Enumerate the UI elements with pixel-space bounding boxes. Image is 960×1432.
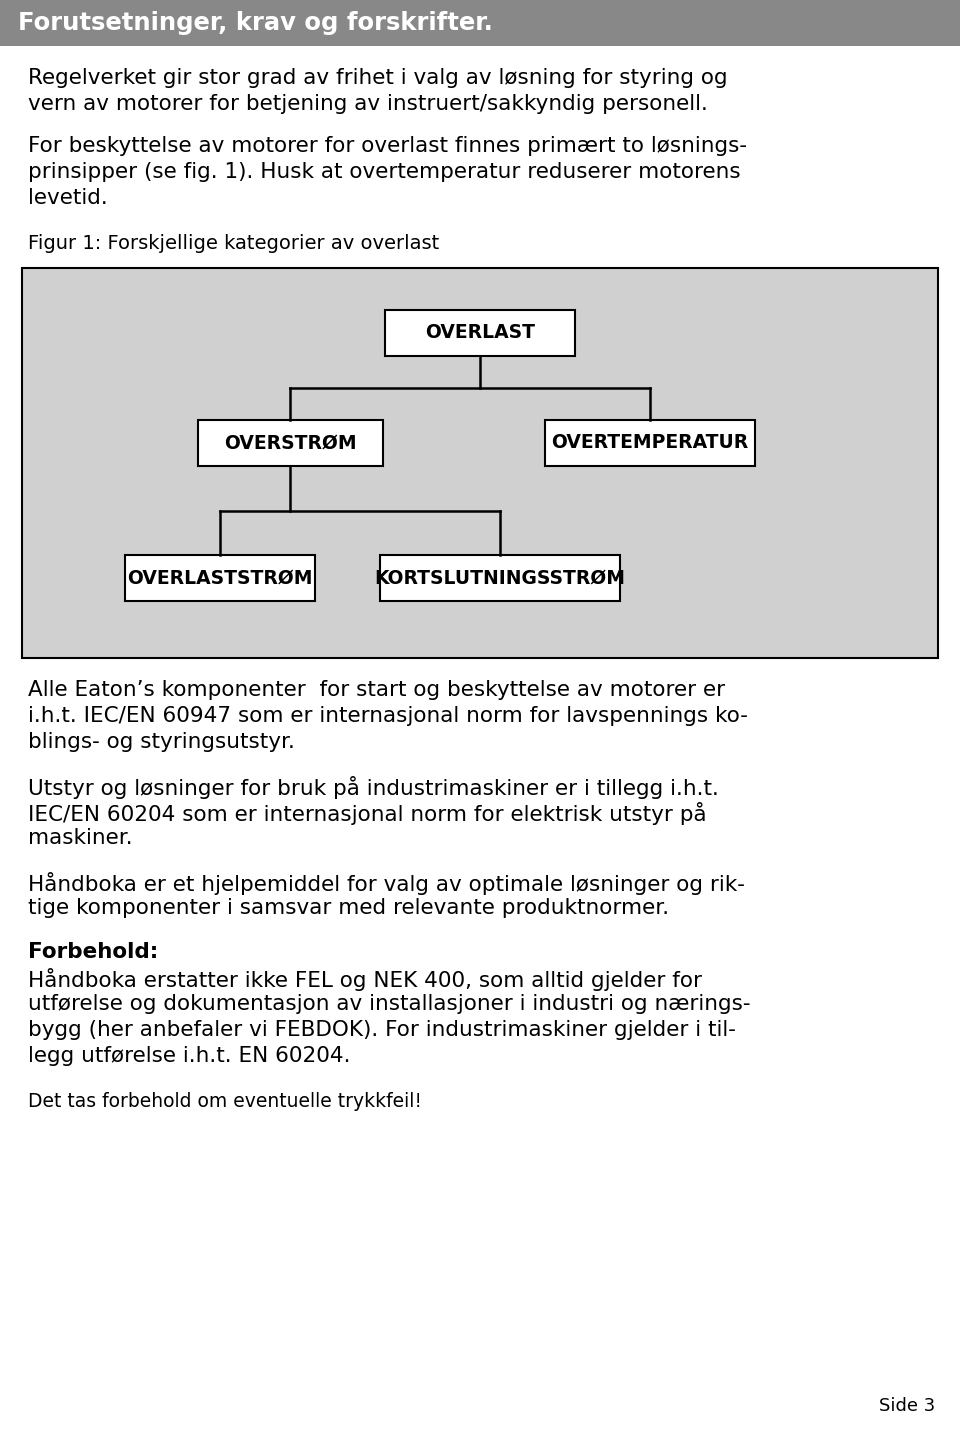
Text: bygg (her anbefaler vi FEBDOK). For industrimaskiner gjelder i til-: bygg (her anbefaler vi FEBDOK). For indu… [28, 1020, 736, 1040]
Text: Forutsetninger, krav og forskrifter.: Forutsetninger, krav og forskrifter. [18, 11, 492, 34]
Bar [385, 309, 575, 357]
Text: tige komponenter i samsvar med relevante produktnormer.: tige komponenter i samsvar med relevante… [28, 898, 669, 918]
Text: blings- og styringsutstyr.: blings- og styringsutstyr. [28, 732, 295, 752]
Text: Utstyr og løsninger for bruk på industrimaskiner er i tillegg i.h.t.: Utstyr og løsninger for bruk på industri… [28, 776, 719, 799]
Text: Alle Eaton’s komponenter  for start og beskyttelse av motorer er: Alle Eaton’s komponenter for start og be… [28, 680, 725, 700]
Bar [22, 268, 938, 657]
Text: Figur 1: Forskjellige kategorier av overlast: Figur 1: Forskjellige kategorier av over… [28, 233, 440, 253]
Text: OVERSTRØM: OVERSTRØM [224, 434, 356, 453]
Bar [380, 556, 620, 601]
Text: Side 3: Side 3 [878, 1398, 935, 1415]
Text: Håndboka er et hjelpemiddel for valg av optimale løsninger og rik-: Håndboka er et hjelpemiddel for valg av … [28, 872, 745, 895]
Bar [545, 420, 755, 465]
Bar [198, 420, 382, 465]
Text: OVERLAST: OVERLAST [425, 324, 535, 342]
Text: levetid.: levetid. [28, 188, 108, 208]
Text: legg utførelse i.h.t. EN 60204.: legg utførelse i.h.t. EN 60204. [28, 1045, 350, 1065]
Text: utførelse og dokumentasjon av installasjoner i industri og nærings-: utførelse og dokumentasjon av installasj… [28, 994, 751, 1014]
Text: vern av motorer for betjening av instruert/sakkyndig personell.: vern av motorer for betjening av instrue… [28, 95, 708, 115]
Text: KORTSLUTNINGSSTRØM: KORTSLUTNINGSSTRØM [374, 569, 626, 587]
Text: IEC/EN 60204 som er internasjonal norm for elektrisk utstyr på: IEC/EN 60204 som er internasjonal norm f… [28, 802, 707, 825]
Text: prinsipper (se fig. 1). Husk at overtemperatur reduserer motorens: prinsipper (se fig. 1). Husk at overtemp… [28, 162, 740, 182]
Text: Det tas forbehold om eventuelle trykkfeil!: Det tas forbehold om eventuelle trykkfei… [28, 1093, 422, 1111]
Text: maskiner.: maskiner. [28, 828, 132, 848]
Bar [125, 556, 315, 601]
Bar [0, 0, 960, 46]
Text: OVERLASTSTRØM: OVERLASTSTRØM [128, 569, 313, 587]
Text: OVERTEMPERATUR: OVERTEMPERATUR [551, 434, 749, 453]
Text: For beskyttelse av motorer for overlast finnes primært to løsnings-: For beskyttelse av motorer for overlast … [28, 136, 747, 156]
Text: i.h.t. IEC/EN 60947 som er internasjonal norm for lavspennings ko-: i.h.t. IEC/EN 60947 som er internasjonal… [28, 706, 748, 726]
Text: Håndboka erstatter ikke FEL og NEK 400, som alltid gjelder for: Håndboka erstatter ikke FEL og NEK 400, … [28, 968, 702, 991]
Text: Regelverket gir stor grad av frihet i valg av løsning for styring og: Regelverket gir stor grad av frihet i va… [28, 67, 728, 87]
Text: Forbehold:: Forbehold: [28, 942, 158, 962]
